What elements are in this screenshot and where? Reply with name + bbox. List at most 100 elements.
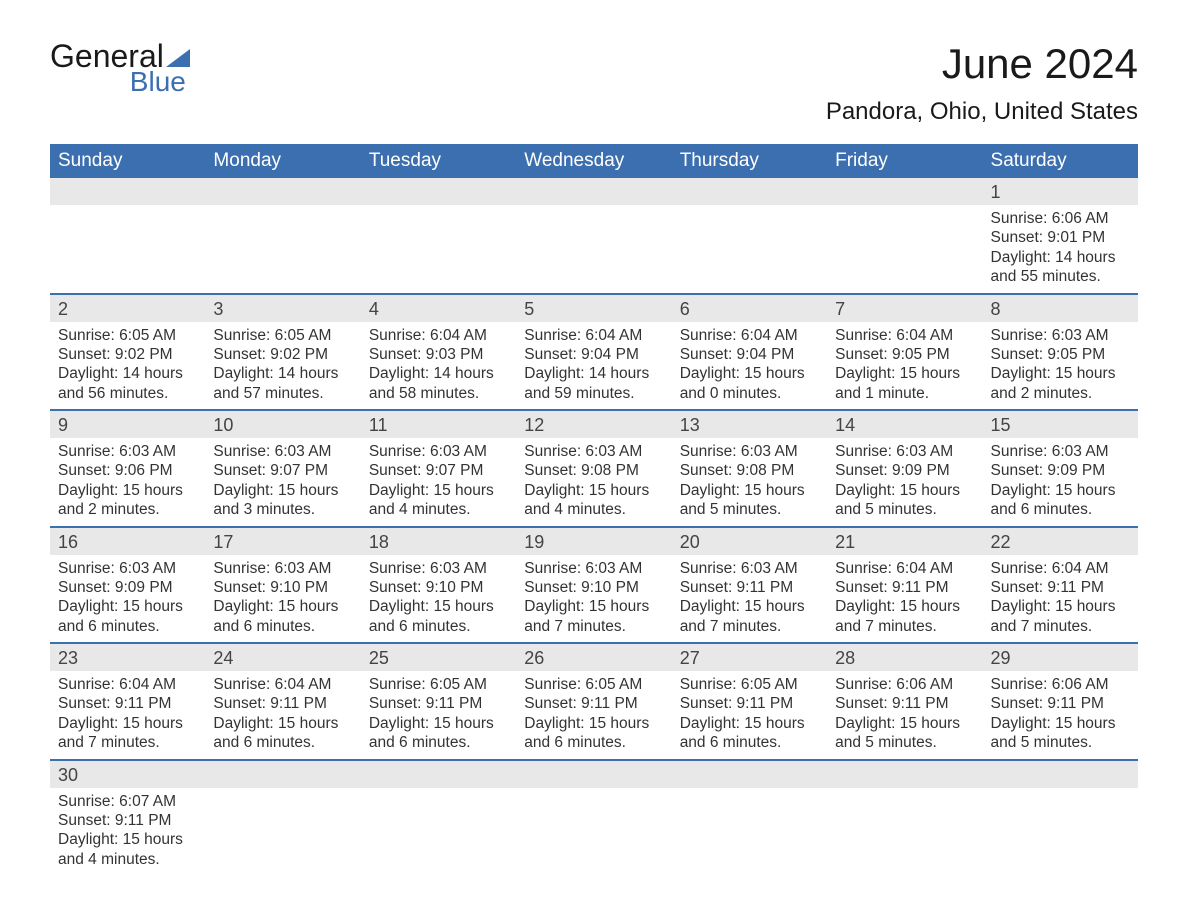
daylight-line: Daylight: 15 hours and 3 minutes. bbox=[213, 481, 352, 520]
day-body: Sunrise: 6:06 AMSunset: 9:01 PMDaylight:… bbox=[983, 205, 1138, 293]
calendar-cell: 2Sunrise: 6:05 AMSunset: 9:02 PMDaylight… bbox=[50, 294, 205, 411]
calendar-cell bbox=[516, 178, 671, 294]
calendar-cell: 17Sunrise: 6:03 AMSunset: 9:10 PMDayligh… bbox=[205, 527, 360, 644]
calendar-cell: 9Sunrise: 6:03 AMSunset: 9:06 PMDaylight… bbox=[50, 410, 205, 527]
day-body: Sunrise: 6:03 AMSunset: 9:09 PMDaylight:… bbox=[50, 555, 205, 643]
sunset-line: Sunset: 9:11 PM bbox=[835, 694, 974, 713]
day-number bbox=[361, 178, 516, 205]
calendar-cell: 7Sunrise: 6:04 AMSunset: 9:05 PMDaylight… bbox=[827, 294, 982, 411]
sunrise-line: Sunrise: 6:04 AM bbox=[835, 326, 974, 345]
sunrise-line: Sunrise: 6:04 AM bbox=[835, 559, 974, 578]
day-number bbox=[361, 761, 516, 788]
daylight-line: Daylight: 15 hours and 7 minutes. bbox=[835, 597, 974, 636]
calendar-cell: 13Sunrise: 6:03 AMSunset: 9:08 PMDayligh… bbox=[672, 410, 827, 527]
day-body: Sunrise: 6:04 AMSunset: 9:04 PMDaylight:… bbox=[516, 322, 671, 410]
day-body: Sunrise: 6:03 AMSunset: 9:06 PMDaylight:… bbox=[50, 438, 205, 526]
logo-text-bottom: Blue bbox=[50, 68, 190, 96]
day-body: Sunrise: 6:04 AMSunset: 9:11 PMDaylight:… bbox=[205, 671, 360, 759]
day-number bbox=[827, 761, 982, 788]
day-number: 12 bbox=[516, 411, 671, 438]
day-body: Sunrise: 6:04 AMSunset: 9:11 PMDaylight:… bbox=[827, 555, 982, 643]
day-number: 11 bbox=[361, 411, 516, 438]
sunrise-line: Sunrise: 6:03 AM bbox=[680, 442, 819, 461]
daylight-line: Daylight: 15 hours and 5 minutes. bbox=[991, 714, 1130, 753]
day-number bbox=[672, 761, 827, 788]
sunset-line: Sunset: 9:02 PM bbox=[58, 345, 197, 364]
daylight-line: Daylight: 15 hours and 6 minutes. bbox=[991, 481, 1130, 520]
sunrise-line: Sunrise: 6:04 AM bbox=[524, 326, 663, 345]
day-body bbox=[361, 205, 516, 215]
day-number: 19 bbox=[516, 528, 671, 555]
day-body: Sunrise: 6:05 AMSunset: 9:11 PMDaylight:… bbox=[516, 671, 671, 759]
day-body: Sunrise: 6:03 AMSunset: 9:07 PMDaylight:… bbox=[361, 438, 516, 526]
day-body: Sunrise: 6:03 AMSunset: 9:05 PMDaylight:… bbox=[983, 322, 1138, 410]
sunset-line: Sunset: 9:04 PM bbox=[680, 345, 819, 364]
calendar-cell: 11Sunrise: 6:03 AMSunset: 9:07 PMDayligh… bbox=[361, 410, 516, 527]
day-body: Sunrise: 6:03 AMSunset: 9:09 PMDaylight:… bbox=[983, 438, 1138, 526]
calendar-cell: 1Sunrise: 6:06 AMSunset: 9:01 PMDaylight… bbox=[983, 178, 1138, 294]
day-body: Sunrise: 6:07 AMSunset: 9:11 PMDaylight:… bbox=[50, 788, 205, 876]
day-number bbox=[827, 178, 982, 205]
day-number: 6 bbox=[672, 295, 827, 322]
day-body: Sunrise: 6:03 AMSunset: 9:08 PMDaylight:… bbox=[516, 438, 671, 526]
daylight-line: Daylight: 15 hours and 2 minutes. bbox=[58, 481, 197, 520]
sunrise-line: Sunrise: 6:03 AM bbox=[213, 559, 352, 578]
daylight-line: Daylight: 15 hours and 7 minutes. bbox=[991, 597, 1130, 636]
sunset-line: Sunset: 9:11 PM bbox=[680, 694, 819, 713]
day-number bbox=[516, 761, 671, 788]
sunset-line: Sunset: 9:11 PM bbox=[58, 811, 197, 830]
sunset-line: Sunset: 9:06 PM bbox=[58, 461, 197, 480]
sunrise-line: Sunrise: 6:04 AM bbox=[369, 326, 508, 345]
calendar-cell bbox=[983, 760, 1138, 876]
sunrise-line: Sunrise: 6:05 AM bbox=[58, 326, 197, 345]
day-number bbox=[983, 761, 1138, 788]
daylight-line: Daylight: 15 hours and 4 minutes. bbox=[524, 481, 663, 520]
day-body: Sunrise: 6:03 AMSunset: 9:08 PMDaylight:… bbox=[672, 438, 827, 526]
calendar-cell bbox=[827, 178, 982, 294]
day-body: Sunrise: 6:05 AMSunset: 9:11 PMDaylight:… bbox=[361, 671, 516, 759]
sunrise-line: Sunrise: 6:03 AM bbox=[524, 559, 663, 578]
day-number: 15 bbox=[983, 411, 1138, 438]
day-number bbox=[50, 178, 205, 205]
calendar-cell: 16Sunrise: 6:03 AMSunset: 9:09 PMDayligh… bbox=[50, 527, 205, 644]
sunrise-line: Sunrise: 6:03 AM bbox=[58, 559, 197, 578]
calendar-cell: 26Sunrise: 6:05 AMSunset: 9:11 PMDayligh… bbox=[516, 643, 671, 760]
sunset-line: Sunset: 9:11 PM bbox=[835, 578, 974, 597]
calendar-cell: 4Sunrise: 6:04 AMSunset: 9:03 PMDaylight… bbox=[361, 294, 516, 411]
sunset-line: Sunset: 9:10 PM bbox=[524, 578, 663, 597]
daylight-line: Daylight: 15 hours and 7 minutes. bbox=[680, 597, 819, 636]
day-body: Sunrise: 6:03 AMSunset: 9:10 PMDaylight:… bbox=[361, 555, 516, 643]
month-title: June 2024 bbox=[826, 40, 1138, 88]
daylight-line: Daylight: 15 hours and 6 minutes. bbox=[58, 597, 197, 636]
sunrise-line: Sunrise: 6:03 AM bbox=[213, 442, 352, 461]
calendar-cell: 19Sunrise: 6:03 AMSunset: 9:10 PMDayligh… bbox=[516, 527, 671, 644]
day-number: 8 bbox=[983, 295, 1138, 322]
logo-triangle-icon bbox=[166, 49, 190, 67]
daylight-line: Daylight: 15 hours and 4 minutes. bbox=[369, 481, 508, 520]
day-number bbox=[205, 178, 360, 205]
sunrise-line: Sunrise: 6:04 AM bbox=[680, 326, 819, 345]
calendar-cell bbox=[361, 760, 516, 876]
day-body bbox=[516, 788, 671, 798]
day-body bbox=[516, 205, 671, 215]
calendar-cell: 5Sunrise: 6:04 AMSunset: 9:04 PMDaylight… bbox=[516, 294, 671, 411]
day-number: 22 bbox=[983, 528, 1138, 555]
sunrise-line: Sunrise: 6:06 AM bbox=[835, 675, 974, 694]
sunset-line: Sunset: 9:11 PM bbox=[991, 694, 1130, 713]
sunset-line: Sunset: 9:07 PM bbox=[369, 461, 508, 480]
day-number bbox=[516, 178, 671, 205]
calendar-cell bbox=[516, 760, 671, 876]
sunrise-line: Sunrise: 6:03 AM bbox=[680, 559, 819, 578]
day-number: 4 bbox=[361, 295, 516, 322]
day-body bbox=[827, 205, 982, 215]
calendar-cell: 18Sunrise: 6:03 AMSunset: 9:10 PMDayligh… bbox=[361, 527, 516, 644]
calendar-cell bbox=[205, 760, 360, 876]
day-body bbox=[672, 788, 827, 798]
day-number: 27 bbox=[672, 644, 827, 671]
day-number: 25 bbox=[361, 644, 516, 671]
sunset-line: Sunset: 9:08 PM bbox=[524, 461, 663, 480]
calendar-cell bbox=[827, 760, 982, 876]
daylight-line: Daylight: 15 hours and 5 minutes. bbox=[835, 481, 974, 520]
calendar-cell: 20Sunrise: 6:03 AMSunset: 9:11 PMDayligh… bbox=[672, 527, 827, 644]
day-body: Sunrise: 6:05 AMSunset: 9:02 PMDaylight:… bbox=[205, 322, 360, 410]
